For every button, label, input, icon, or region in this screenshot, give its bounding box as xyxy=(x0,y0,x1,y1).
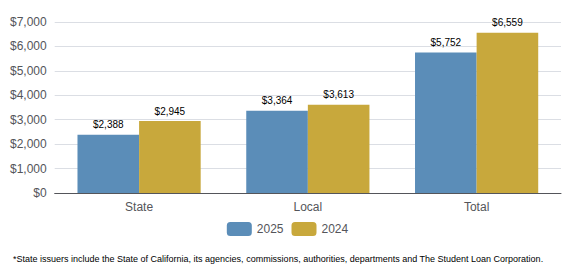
svg-text:$2,388: $2,388 xyxy=(93,119,124,130)
svg-text:$6,000: $6,000 xyxy=(10,39,47,53)
svg-text:2025: 2025 xyxy=(257,222,284,236)
svg-text:$3,613: $3,613 xyxy=(323,89,354,100)
svg-text:$2,000: $2,000 xyxy=(10,137,47,151)
svg-text:State: State xyxy=(125,200,153,214)
svg-text:$3,364: $3,364 xyxy=(262,95,293,106)
svg-text:$2,945: $2,945 xyxy=(155,106,186,117)
svg-text:$5,000: $5,000 xyxy=(10,64,47,78)
svg-text:$1,000: $1,000 xyxy=(10,162,47,176)
svg-text:$6,559: $6,559 xyxy=(492,17,523,28)
svg-text:$0: $0 xyxy=(33,186,47,200)
svg-text:Total: Total xyxy=(464,200,489,214)
svg-text:$7,000: $7,000 xyxy=(10,15,47,29)
svg-text:$4,000: $4,000 xyxy=(10,88,47,102)
svg-text:*State issuers include the Sta: *State issuers include the State of Cali… xyxy=(13,254,543,264)
svg-text:Local: Local xyxy=(294,200,323,214)
svg-text:$3,000: $3,000 xyxy=(10,113,47,127)
svg-text:$5,752: $5,752 xyxy=(431,37,462,48)
svg-text:2024: 2024 xyxy=(322,222,349,236)
